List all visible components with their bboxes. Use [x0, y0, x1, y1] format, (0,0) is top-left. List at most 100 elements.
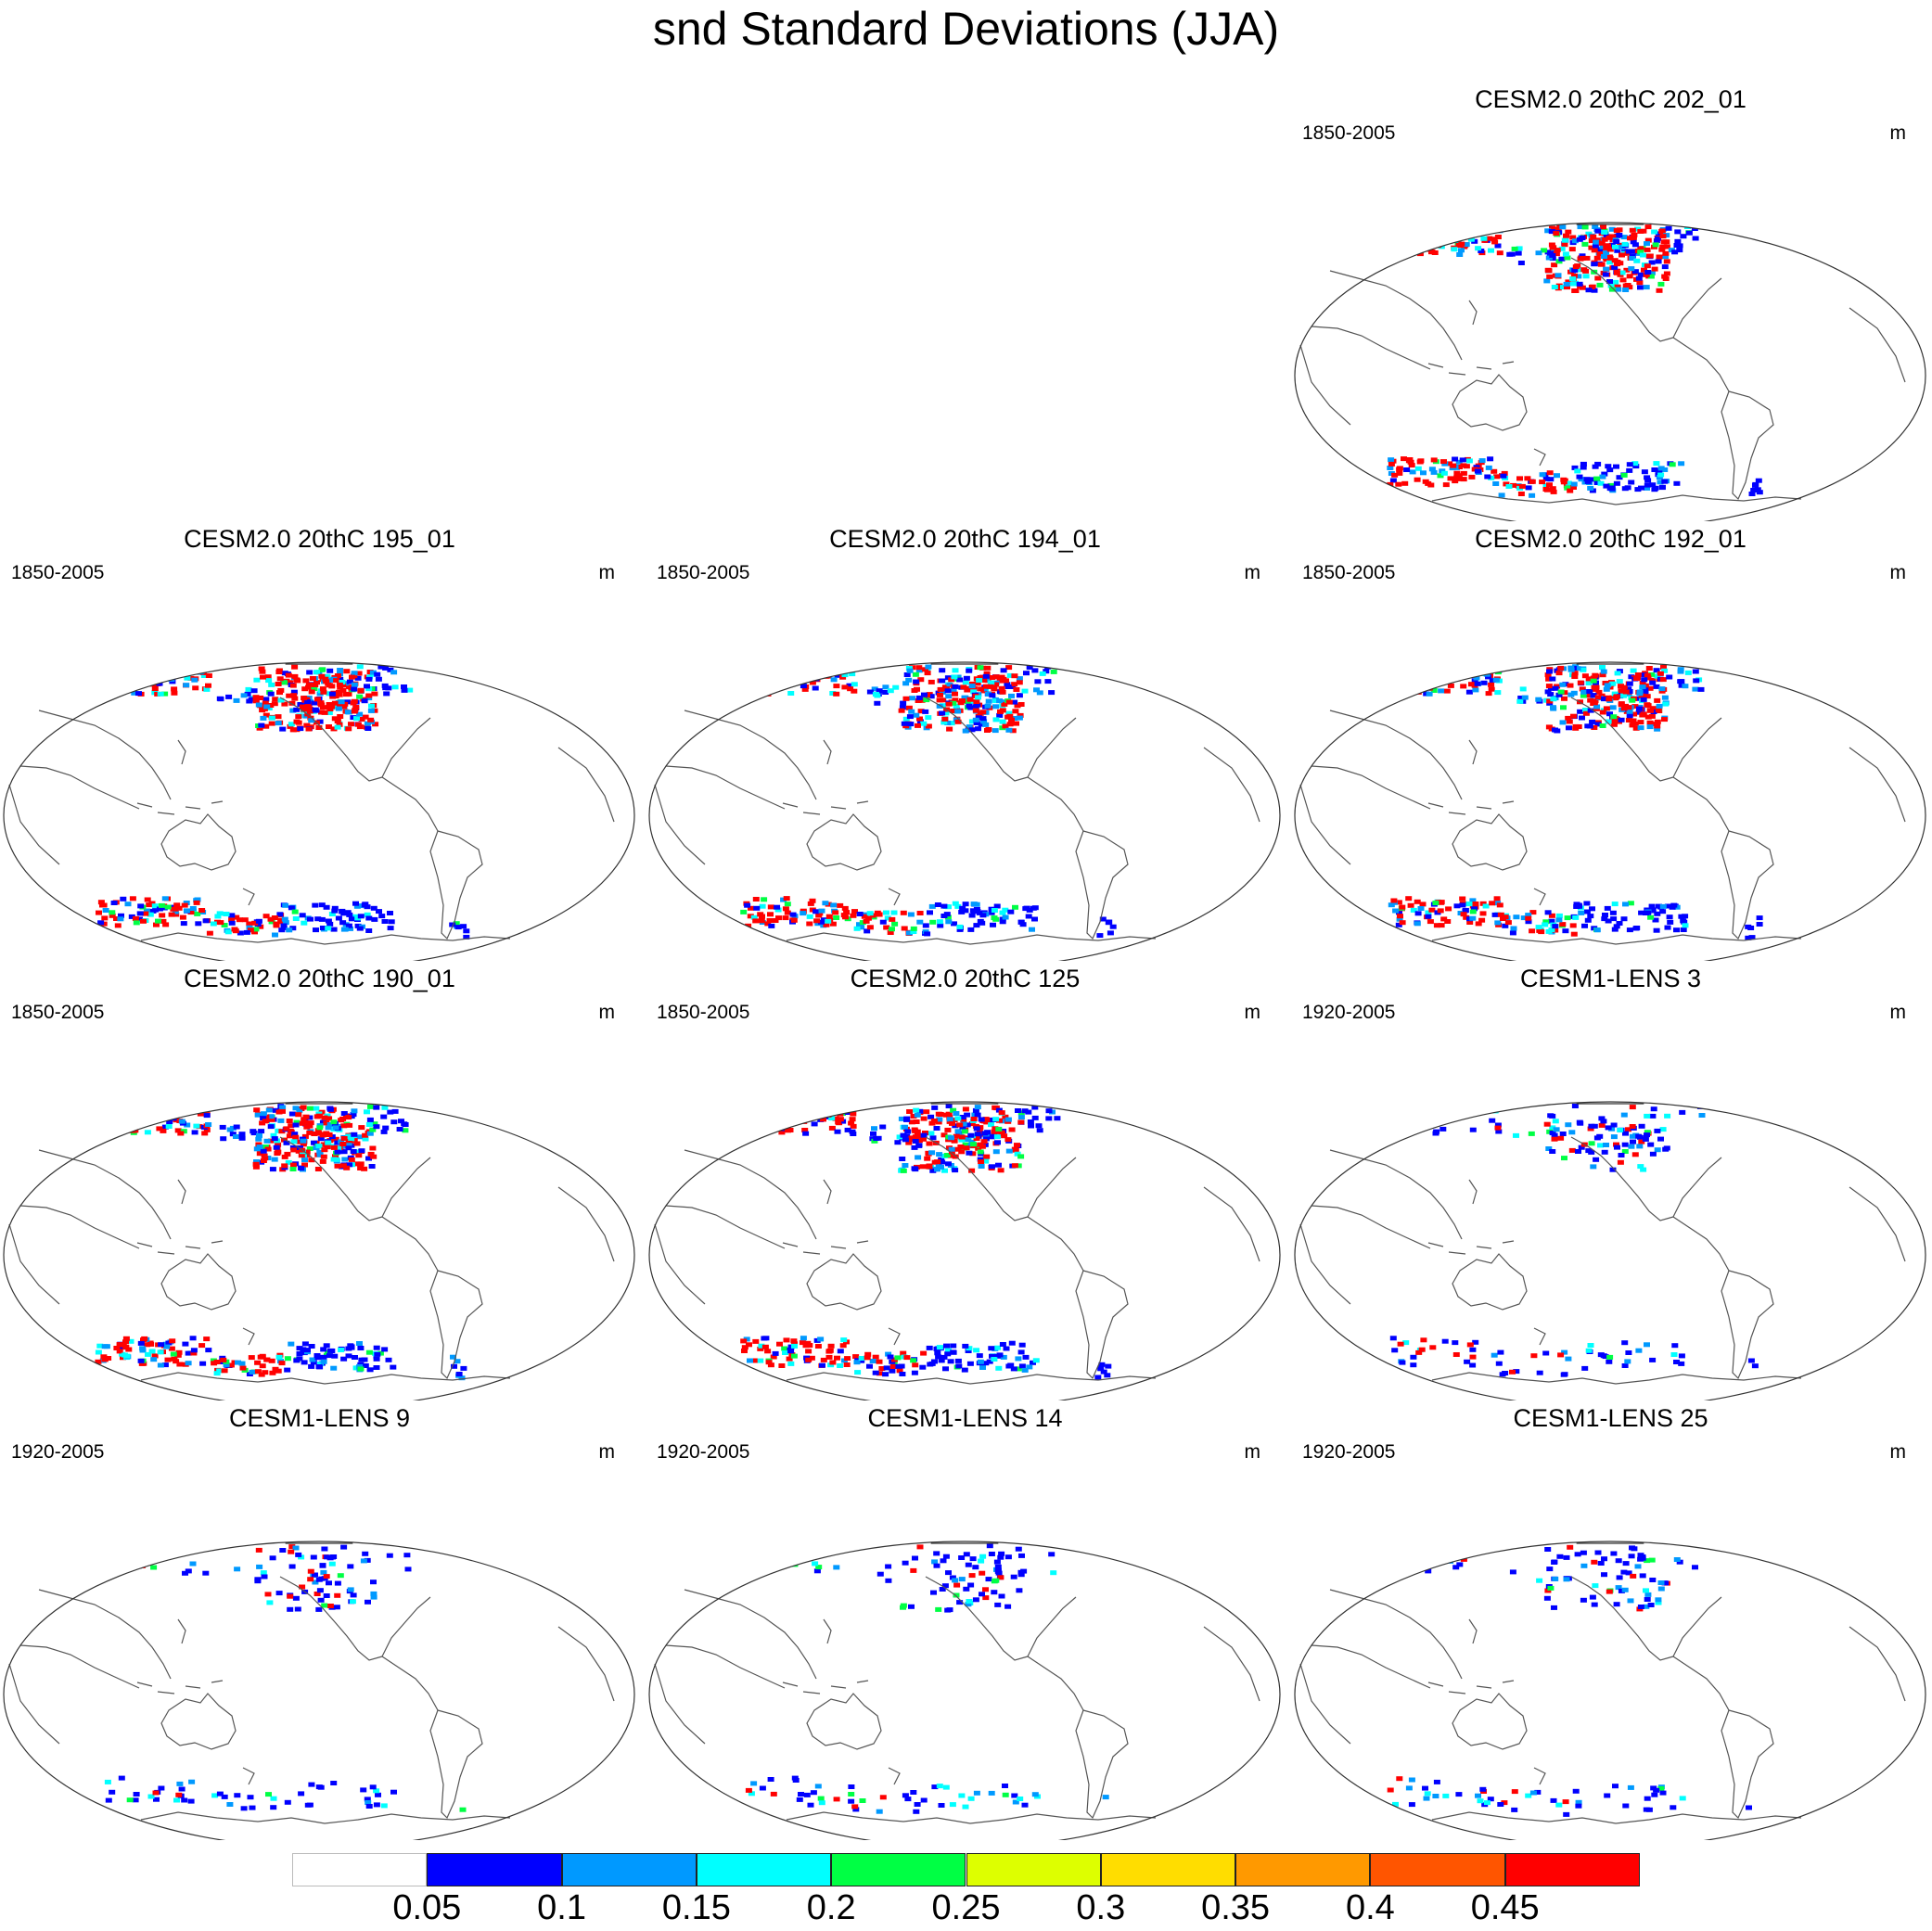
- snow-cell: [1571, 288, 1579, 293]
- snow-cell: [1630, 239, 1637, 245]
- snow-cell: [1594, 228, 1602, 234]
- snow-cell: [323, 1120, 330, 1126]
- snow-cell: [931, 1105, 939, 1110]
- snow-cell: [887, 930, 894, 935]
- snow-cell: [817, 1336, 825, 1342]
- snow-cell: [1575, 1803, 1582, 1809]
- snow-cell: [940, 903, 948, 909]
- snow-cell: [296, 1351, 303, 1356]
- snow-cell: [999, 910, 1006, 915]
- snow-cell: [1491, 912, 1499, 917]
- snow-cell: [789, 912, 797, 917]
- snow-cell: [1555, 671, 1563, 676]
- snow-cell: [133, 672, 140, 678]
- snow-cell: [308, 689, 315, 695]
- snow-cell: [1513, 1132, 1519, 1138]
- snow-cell: [928, 1131, 935, 1136]
- snow-cell: [157, 1362, 164, 1368]
- snow-cell: [1401, 456, 1407, 462]
- snow-cell: [982, 1361, 990, 1366]
- snow-cell: [199, 1361, 207, 1366]
- snow-cell: [1614, 671, 1621, 676]
- snow-cell: [1395, 922, 1402, 927]
- snow-cell: [373, 1105, 380, 1110]
- snow-cell: [331, 905, 339, 911]
- snow-cell: [889, 927, 895, 932]
- snow-cell: [973, 923, 980, 928]
- snow-cell: [1011, 1146, 1018, 1152]
- snow-cell: [1516, 476, 1523, 481]
- snow-cell: [324, 1145, 331, 1150]
- snow-cell: [297, 726, 304, 732]
- snow-cell: [802, 1342, 810, 1348]
- colorbar-tick-label: 0.3: [1076, 1888, 1126, 1927]
- snow-cell: [1629, 723, 1636, 728]
- snow-cell: [946, 1117, 953, 1122]
- snow-cell: [339, 687, 347, 693]
- snow-cell: [308, 1344, 315, 1349]
- snow-cell: [1612, 1784, 1619, 1789]
- snow-cell: [1478, 458, 1486, 464]
- snow-cell: [998, 1551, 1005, 1556]
- snow-cell: [915, 723, 921, 728]
- snow-cell: [1651, 266, 1658, 272]
- snow-cell: [1460, 912, 1467, 917]
- snow-cell: [259, 1120, 266, 1126]
- snow-cell: [1599, 672, 1606, 678]
- snow-cell: [1442, 1793, 1450, 1798]
- snow-cell: [1631, 461, 1639, 467]
- snow-cell: [260, 1148, 267, 1154]
- snow-cell: [401, 687, 408, 693]
- snow-cell: [304, 699, 312, 705]
- panel-title: CESM2.0 20thC 125: [850, 965, 1081, 992]
- snow-cell: [958, 1555, 966, 1560]
- coastline: [160, 1253, 237, 1311]
- snow-cell: [995, 1126, 1003, 1132]
- snow-cell: [124, 902, 132, 907]
- snow-cell: [1643, 1604, 1650, 1609]
- coastline: [177, 1618, 186, 1644]
- snow-cell: [1639, 1573, 1646, 1579]
- snow-cell: [1525, 1793, 1532, 1798]
- snow-cell: [999, 1342, 1006, 1347]
- snow-cell: [1552, 1119, 1559, 1124]
- snow-cell: [757, 912, 764, 917]
- snow-cell: [900, 1168, 907, 1173]
- snow-cell: [155, 918, 161, 924]
- snow-cell: [973, 1126, 980, 1132]
- snow-cell: [1025, 914, 1032, 919]
- snow-cell: [210, 921, 217, 927]
- snow-cell: [288, 1564, 296, 1569]
- snow-cell: [261, 1153, 268, 1158]
- snow-cell: [794, 1545, 801, 1551]
- snow-cell: [1644, 237, 1652, 243]
- snow-cell: [934, 1159, 941, 1165]
- snow-cell: [1469, 909, 1477, 914]
- snow-cell: [184, 675, 191, 681]
- snow-cell: [1577, 224, 1584, 230]
- snow-cell: [1625, 1127, 1631, 1132]
- snow-cell: [308, 718, 315, 723]
- main-title: snd Standard Deviations (JJA): [652, 3, 1280, 55]
- coastline: [1468, 1179, 1478, 1205]
- snow-cell: [316, 1362, 324, 1367]
- snow-cell: [182, 1341, 189, 1347]
- snow-cell: [1427, 229, 1434, 235]
- snow-cell: [365, 1156, 372, 1161]
- snow-cell: [1469, 898, 1477, 903]
- colorbar-swatch: [292, 1853, 428, 1886]
- snow-cell: [1487, 1797, 1494, 1802]
- snow-cell: [912, 671, 919, 677]
- snow-cell: [781, 1346, 788, 1351]
- snow-cell: [1591, 700, 1598, 706]
- snow-cell: [873, 1136, 880, 1141]
- snow-cell: [234, 1793, 241, 1798]
- snow-cell: [1561, 1349, 1568, 1355]
- snow-cell: [743, 1125, 750, 1131]
- snow-cell: [141, 672, 148, 678]
- snow-cell: [799, 1340, 806, 1346]
- snow-cell: [1609, 695, 1617, 700]
- snow-cell: [1664, 903, 1671, 909]
- snow-cell: [1626, 467, 1633, 473]
- snow-cell: [270, 1805, 277, 1810]
